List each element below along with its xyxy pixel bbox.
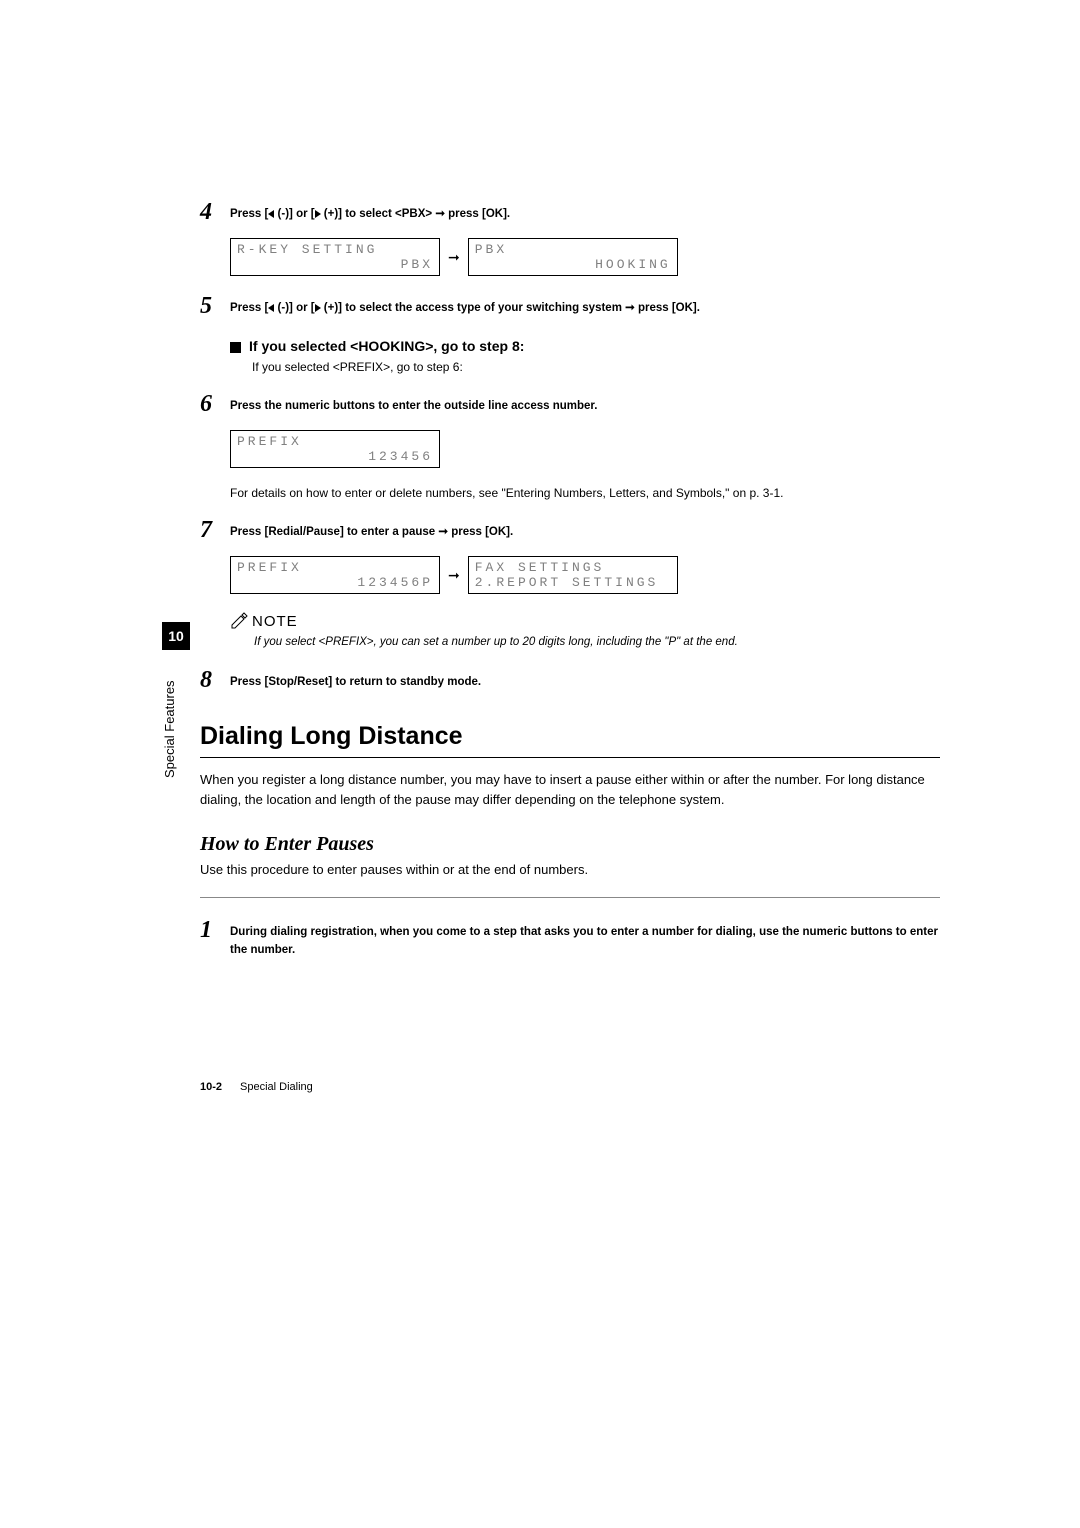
step-text: Press [Redial/Pause] to enter a pause ➞ … <box>230 526 513 538</box>
step-number: 8 <box>200 668 230 692</box>
lcd-line: HOOKING <box>475 257 671 272</box>
lcd-line: 123456P <box>237 575 433 590</box>
section-title: Dialing Long Distance <box>200 722 940 758</box>
step-1-new: 1 During dialing registration, when you … <box>200 918 940 958</box>
note-label-text: NOTE <box>252 613 298 630</box>
text-fragment: Press [ <box>230 302 268 314</box>
text-fragment: (+)] to select <PBX> ➞ press [OK]. <box>321 208 511 220</box>
lcd-line: 123456 <box>237 449 433 464</box>
step-number: 5 <box>200 294 230 318</box>
step-text: During dialing registration, when you co… <box>230 926 938 956</box>
footer-name: Special Dialing <box>240 1081 313 1093</box>
detail-text: For details on how to enter or delete nu… <box>230 486 940 500</box>
text-fragment: (+)] to select the access type of your s… <box>321 302 700 314</box>
step-number: 7 <box>200 518 230 542</box>
note-block: NOTE If you select <PREFIX>, you can set… <box>230 612 940 650</box>
chapter-label: Special Features <box>162 658 190 778</box>
lcd-line: PREFIX <box>237 560 433 575</box>
step-number: 1 <box>200 918 230 942</box>
lcd-box: PREFIX 123456P <box>230 556 440 594</box>
square-bullet-icon <box>230 342 241 353</box>
step-4: 4 Press [ (-)] or [ (+)] to select <PBX>… <box>200 200 940 224</box>
step-text: Press the numeric buttons to enter the o… <box>230 400 597 412</box>
subsection-body: Use this procedure to enter pauses withi… <box>200 862 940 877</box>
step-5: 5 Press [ (-)] or [ (+)] to select the a… <box>200 294 940 318</box>
text-fragment: Press [ <box>230 208 268 220</box>
step-7: 7 Press [Redial/Pause] to enter a pause … <box>200 518 940 542</box>
arrow-icon: ➞ <box>448 249 460 266</box>
lcd-box: PBX HOOKING <box>468 238 678 276</box>
note-text: If you select <PREFIX>, you can set a nu… <box>254 634 940 650</box>
step-text: Press [Stop/Reset] to return to standby … <box>230 676 481 688</box>
lcd-line: FAX SETTINGS <box>475 560 671 575</box>
section-body: When you register a long distance number… <box>200 770 940 809</box>
chapter-tab: 10 <box>162 622 190 650</box>
step-number: 4 <box>200 200 230 224</box>
lcd-box: FAX SETTINGS 2.REPORT SETTINGS <box>468 556 678 594</box>
hooking-heading: If you selected <HOOKING>, go to step 8: <box>230 338 940 354</box>
text-fragment: (-)] or [ <box>274 208 314 220</box>
lcd-box: PREFIX 123456 <box>230 430 440 468</box>
arrow-icon: ➞ <box>448 567 460 584</box>
lcd-display-row: PREFIX 123456 <box>230 430 940 468</box>
step-6: 6 Press the numeric buttons to enter the… <box>200 392 940 416</box>
lcd-line: PREFIX <box>237 434 433 449</box>
text-fragment: (-)] or [ <box>274 302 314 314</box>
lcd-box: R-KEY SETTING PBX <box>230 238 440 276</box>
step-text: Press [ (-)] or [ (+)] to select the acc… <box>230 302 700 314</box>
page-footer: 10-2 Special Dialing <box>200 1081 313 1093</box>
lcd-line: PBX <box>237 257 433 272</box>
lcd-line: R-KEY SETTING <box>237 242 433 257</box>
divider <box>200 897 940 898</box>
page-content: 4 Press [ (-)] or [ (+)] to select <PBX>… <box>200 200 940 972</box>
subsection-title: How to Enter Pauses <box>200 833 940 856</box>
note-label: NOTE <box>230 612 940 630</box>
heading-text: If you selected <HOOKING>, go to step 8: <box>249 338 524 354</box>
lcd-display-row: R-KEY SETTING PBX ➞ PBX HOOKING <box>230 238 940 276</box>
lcd-line: 2.REPORT SETTINGS <box>475 575 671 590</box>
page-number: 10-2 <box>200 1081 222 1093</box>
step-text: Press [ (-)] or [ (+)] to select <PBX> ➞… <box>230 208 510 220</box>
hooking-subtext: If you selected <PREFIX>, go to step 6: <box>252 360 940 374</box>
step-8: 8 Press [Stop/Reset] to return to standb… <box>200 668 940 692</box>
lcd-display-row: PREFIX 123456P ➞ FAX SETTINGS 2.REPORT S… <box>230 556 940 594</box>
lcd-line: PBX <box>475 242 671 257</box>
step-number: 6 <box>200 392 230 416</box>
pencil-icon <box>230 612 248 630</box>
